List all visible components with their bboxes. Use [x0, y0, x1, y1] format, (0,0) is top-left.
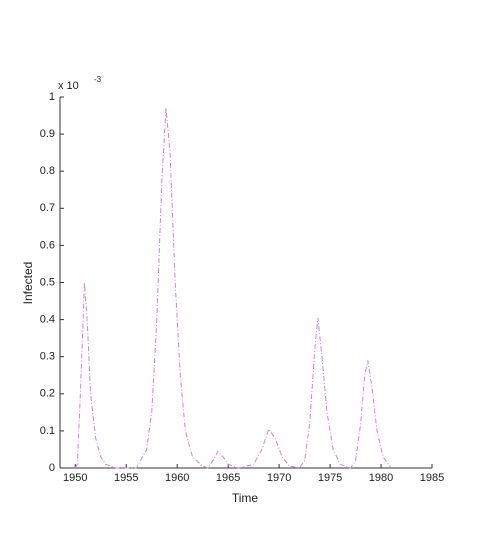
y-tick-label: 0.4 — [40, 314, 55, 326]
x-tick-label: 1975 — [318, 472, 342, 484]
y-tick-label: 1 — [49, 91, 55, 103]
y-tick-label: 0 — [49, 462, 55, 474]
x-tick-label: 1960 — [165, 472, 189, 484]
axis-multiplier: x 10 — [58, 80, 79, 92]
y-axis-label: Infected — [21, 262, 35, 305]
axis-exponent: -3 — [94, 75, 102, 84]
y-tick-label: 0.9 — [40, 128, 55, 140]
x-tick-label: 1980 — [369, 472, 393, 484]
y-tick-label: 0.2 — [40, 388, 55, 400]
x-tick-label: 1970 — [267, 472, 291, 484]
y-tick-label: 0.3 — [40, 351, 55, 363]
x-tick-label: 1965 — [216, 472, 240, 484]
y-tick-label: 0.8 — [40, 165, 55, 177]
x-tick-label: 1950 — [63, 472, 87, 484]
x-axis-label: Time — [232, 491, 259, 505]
y-tick-label: 0.7 — [40, 202, 55, 214]
y-tick-label: 0.5 — [40, 276, 55, 288]
y-tick-label: 0.6 — [40, 239, 55, 251]
data-line — [74, 108, 392, 469]
y-tick-label: 0.1 — [40, 425, 55, 437]
x-tick-label: 1985 — [420, 472, 444, 484]
x-tick-label: 1955 — [114, 472, 138, 484]
